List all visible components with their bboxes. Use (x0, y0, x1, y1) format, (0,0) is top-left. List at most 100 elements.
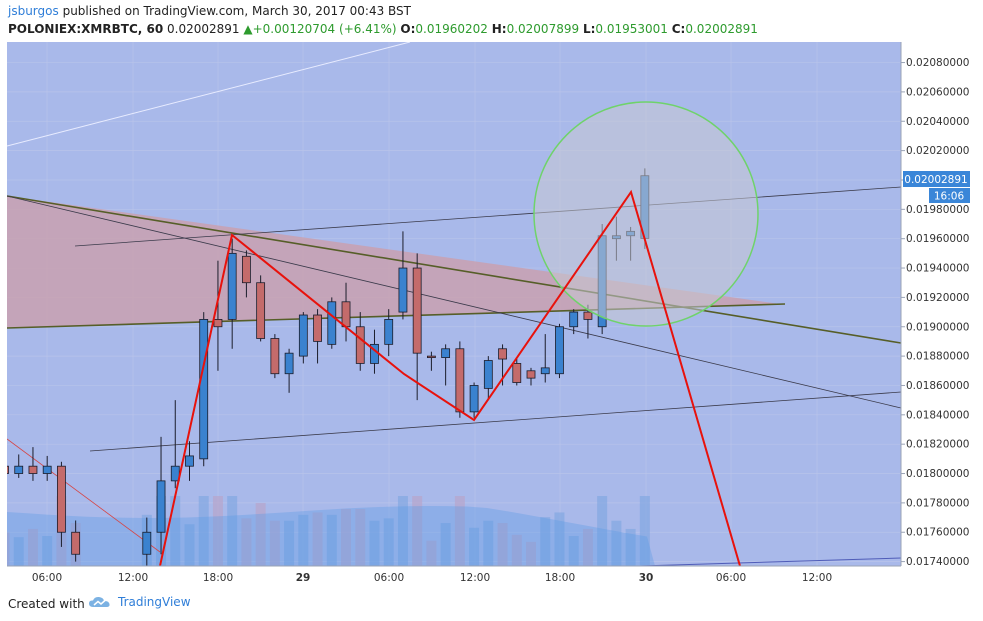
candle-body (256, 282, 266, 339)
volume-bar (611, 520, 622, 566)
candle (540, 334, 550, 383)
close-label: C: (671, 22, 686, 36)
volume-bar (568, 536, 579, 566)
candle-body (583, 311, 593, 320)
volume-bar (355, 508, 366, 566)
time-tag-box (929, 188, 970, 203)
candle-body (284, 352, 294, 375)
candle (242, 250, 251, 298)
candle (256, 275, 266, 342)
candle (14, 454, 24, 478)
channel-bottom-line (89, 391, 901, 452)
candle-body (341, 301, 351, 328)
candle (156, 436, 166, 555)
volume-bar (241, 518, 252, 566)
target-circle (533, 101, 759, 327)
volume-bar (426, 540, 437, 566)
volume-bar (341, 508, 352, 566)
candle (441, 344, 451, 386)
candle-body (526, 370, 536, 379)
x-tick-label: 06:00 (32, 572, 62, 584)
published-text: published on TradingView.com, March 30, … (62, 4, 412, 18)
volume-bar (540, 517, 551, 566)
candle-body (455, 348, 465, 413)
volume-bar (170, 496, 181, 566)
volume-bar (326, 514, 337, 566)
chart-header: jsburgos published on TradingView.com, M… (0, 0, 983, 42)
volume-bar (469, 527, 480, 566)
x-axis-panel[interactable] (7, 566, 901, 589)
wedge-upper-line (7, 195, 901, 344)
candle-body (270, 338, 280, 375)
channel-top-line (7, 195, 901, 409)
candle-body (57, 465, 66, 533)
y-tick-label: 0.01820000 (906, 439, 969, 451)
y-axis-panel[interactable] (901, 42, 983, 566)
volume-bar (383, 518, 394, 566)
candle (398, 231, 408, 320)
candle-body (298, 314, 308, 357)
y-tick-label: 0.01940000 (906, 263, 969, 275)
candle (284, 348, 294, 393)
left-margin (0, 42, 7, 566)
x-tick-label: 30 (639, 572, 654, 584)
candle-body (327, 301, 337, 345)
candle-body (398, 267, 408, 313)
candle-body (384, 319, 394, 345)
candle-body (14, 465, 24, 474)
candle (327, 297, 337, 349)
candle-body (483, 360, 493, 389)
volume-bar (227, 496, 238, 566)
volume-bar (212, 496, 223, 566)
open-value: 0.01960202 (415, 22, 488, 36)
harmonic-pattern (159, 189, 741, 566)
volume-bar (13, 537, 24, 566)
candle (28, 447, 38, 481)
volume-bar (440, 523, 451, 566)
candle (7, 465, 9, 474)
x-axis-labels: 06:00 12:00 18:00 29 06:00 12:00 18:00 30 06:00 1… (32, 572, 832, 584)
volume-bar (597, 496, 608, 566)
candle (42, 455, 52, 481)
candle-body (28, 465, 38, 474)
candle (213, 260, 223, 371)
candle-body (156, 480, 166, 533)
candle (569, 309, 579, 335)
low-value: 0.01953001 (595, 22, 668, 36)
volume-bar (625, 528, 636, 566)
author-link[interactable]: jsburgos (8, 4, 59, 18)
candle-body (199, 319, 209, 460)
x-tick-label: 29 (296, 572, 311, 584)
base-trend-line (639, 557, 901, 566)
candle-body (412, 267, 422, 354)
tradingview-brand[interactable]: TradingView (118, 595, 191, 609)
price-tag-box (903, 171, 970, 187)
candle-body (512, 363, 522, 383)
channel-mid-line (74, 186, 901, 247)
tradingview-link[interactable]: TradingView (88, 595, 191, 609)
candle-body (227, 252, 237, 320)
high-label: H: (491, 22, 507, 36)
volume-bar (639, 496, 650, 566)
y-tick-label: 0.02020000 (906, 145, 969, 157)
candle (555, 323, 564, 379)
price-chart[interactable]: 0.02080000 0.02060000 0.02040000 0.02020000… (0, 42, 983, 589)
symbol-label: POLONIEX:XMRBTC, 60 (8, 22, 164, 36)
volume-bar (526, 541, 537, 566)
x-tick-label: 18:00 (203, 572, 233, 584)
x-tick-label: 12:00 (460, 572, 490, 584)
y-tick-label: 0.02080000 (906, 57, 969, 69)
candle-body (213, 319, 223, 328)
up-triangle-icon: ▲ (243, 22, 253, 36)
candle (199, 312, 209, 467)
candle (355, 312, 365, 371)
candle-body (569, 311, 579, 328)
y-tick-label: 0.01860000 (906, 380, 969, 392)
volume-bar (511, 534, 522, 566)
candle (412, 253, 422, 401)
volume-bar (27, 528, 38, 566)
low-label: L: (582, 22, 596, 36)
candle-body (426, 355, 436, 359)
volume-bar (454, 496, 465, 566)
light-trend-line (7, 42, 411, 147)
